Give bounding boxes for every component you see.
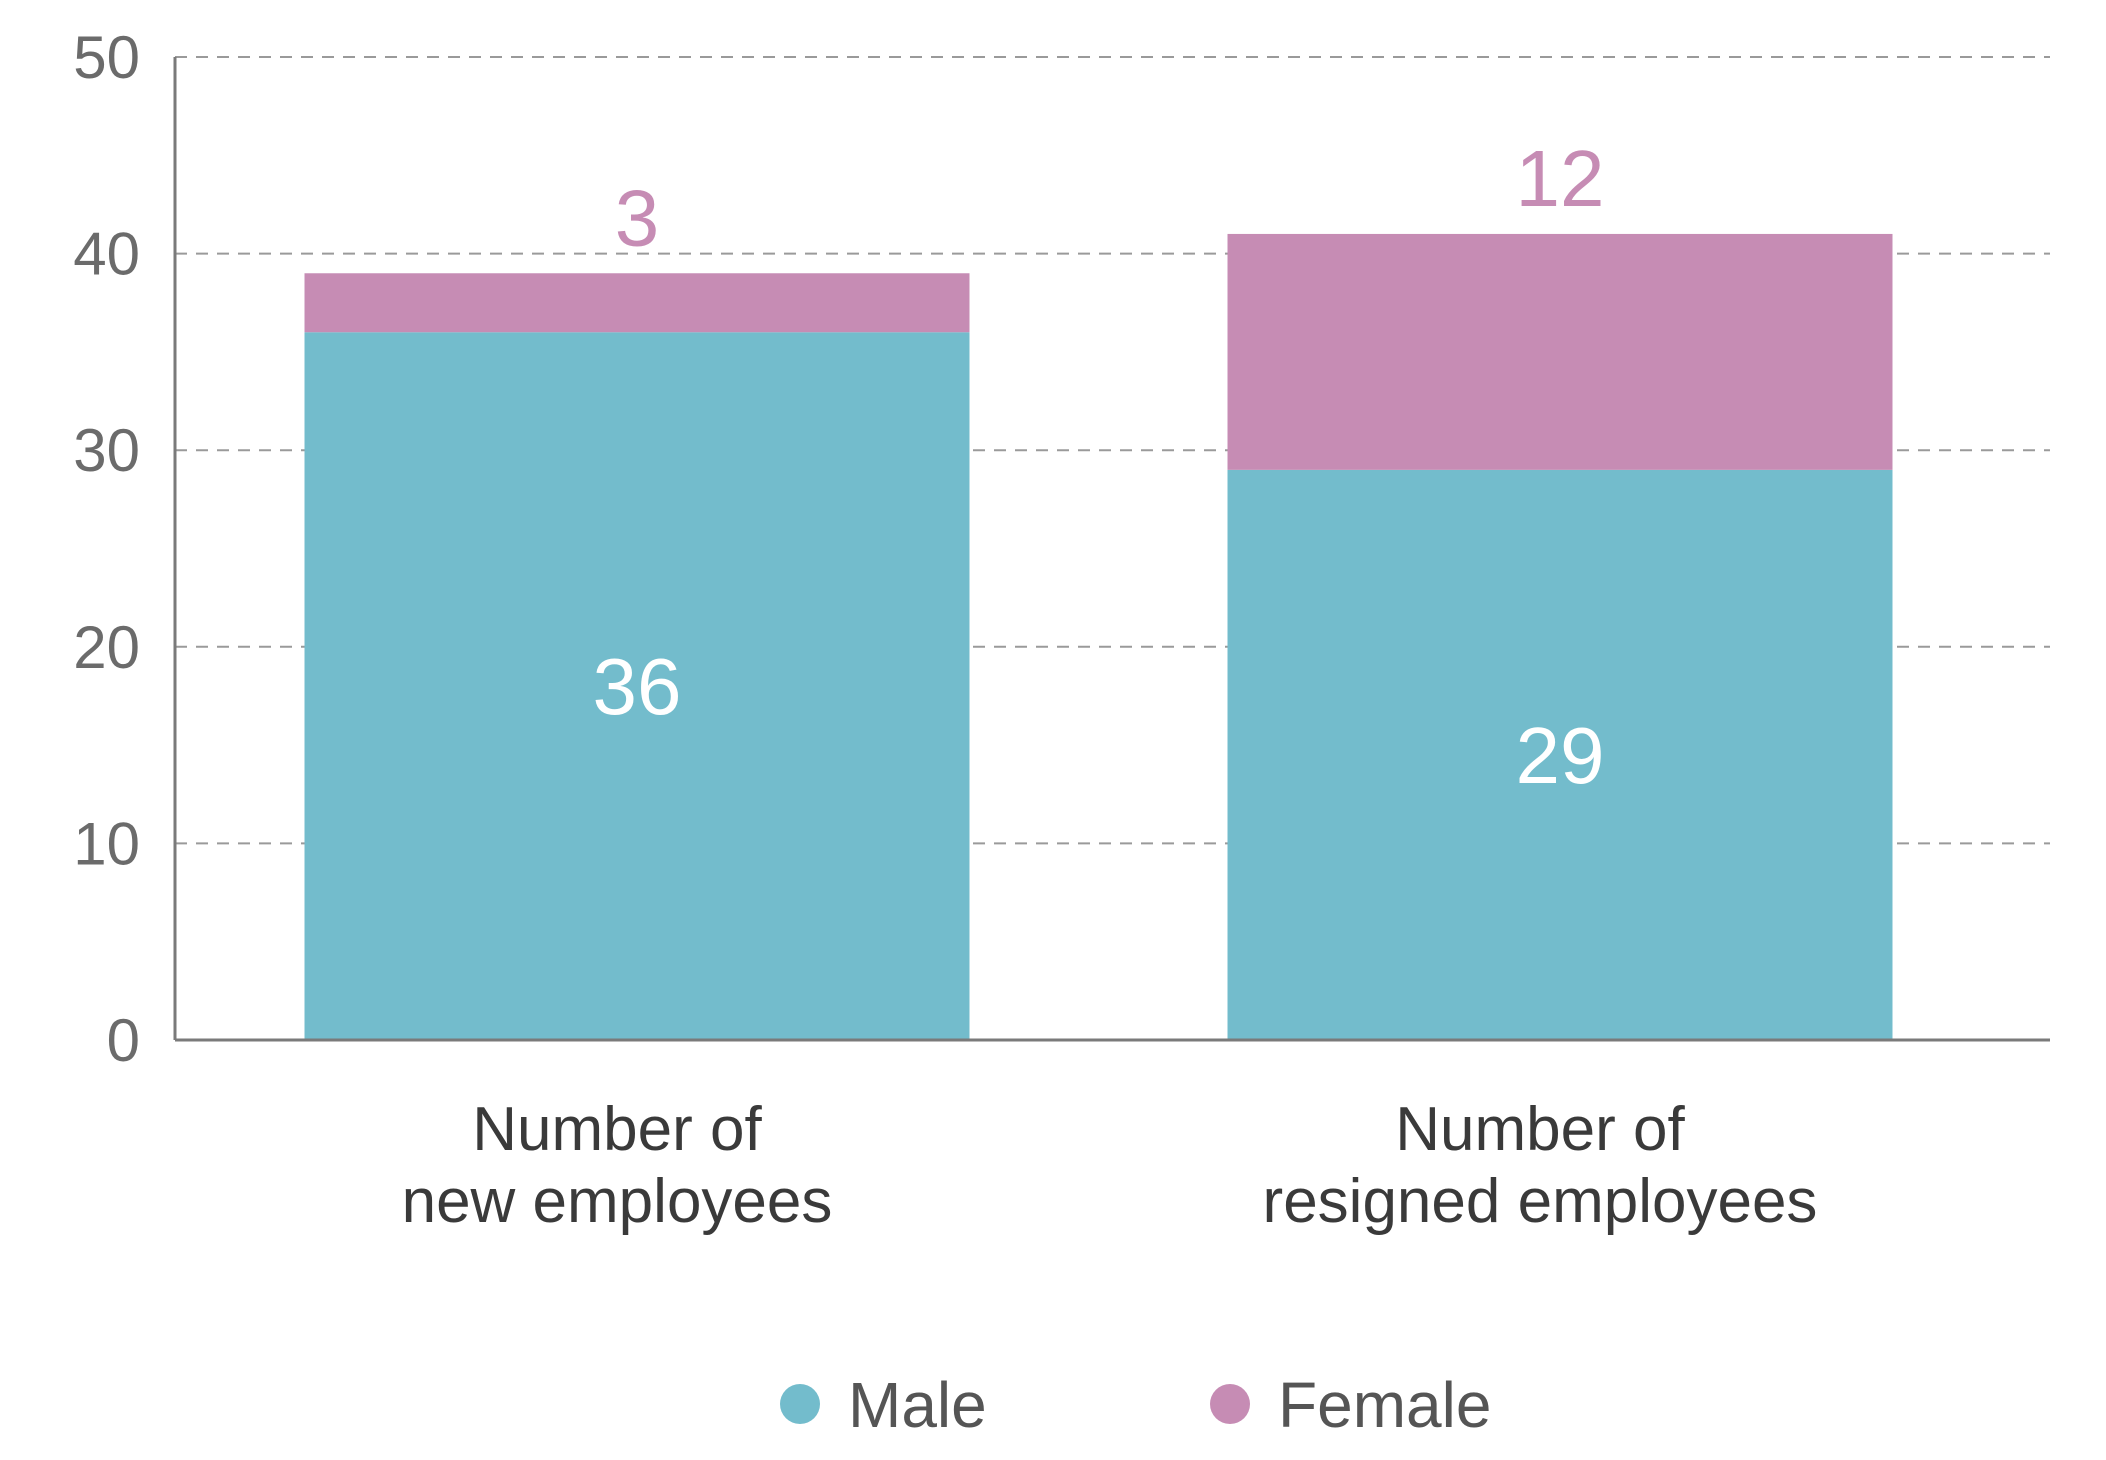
legend-label-male: Male	[848, 1369, 987, 1441]
bar-female-0	[304, 273, 970, 333]
legend-marker-female	[1210, 1384, 1250, 1424]
category-label: Number of	[472, 1095, 762, 1164]
bar-male-1	[1227, 469, 1893, 1040]
category-label: resigned employees	[1263, 1167, 1818, 1236]
data-label-female-0: 3	[615, 173, 660, 262]
bar-female-1	[1227, 233, 1893, 470]
legend-label-female: Female	[1278, 1369, 1491, 1441]
axes	[173, 57, 2050, 1042]
bars	[304, 233, 1893, 1040]
y-tick-label: 50	[73, 24, 140, 91]
y-tick-label: 20	[73, 614, 140, 681]
legend: Male Female	[780, 1369, 1491, 1441]
data-label-male-1: 29	[1516, 711, 1605, 800]
category-label: new employees	[402, 1167, 833, 1236]
bar-male-0	[304, 332, 970, 1040]
data-label-female-1: 12	[1516, 134, 1605, 223]
y-tick-label: 0	[107, 1007, 140, 1074]
data-label-male-0: 36	[593, 642, 682, 731]
y-tick-label: 30	[73, 417, 140, 484]
y-tick-label: 10	[73, 810, 140, 877]
y-tick-label: 40	[73, 221, 140, 288]
legend-marker-male	[780, 1384, 820, 1424]
category-label: Number of	[1395, 1095, 1685, 1164]
